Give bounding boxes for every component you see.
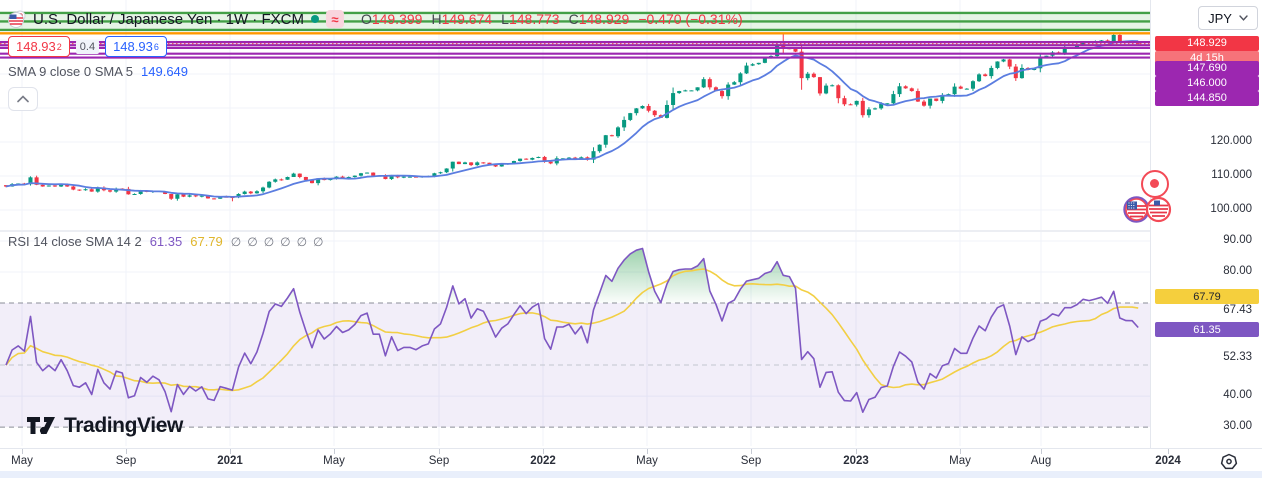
time-tick-label: 2021 [217,455,243,467]
time-tick-mark [22,449,23,454]
spread-value: 0.4 [75,39,100,54]
time-tick-mark [960,449,961,454]
current-price-label: 148.929 [1155,35,1259,51]
us-flag-icon[interactable] [1123,196,1150,228]
change-value: −0.470 (−0.31%) [638,11,743,27]
sma-legend-text: SMA 9 close 0 SMA 5 [8,64,134,79]
time-tick-mark [1041,449,1042,454]
trade-panel: 148.93 2 0.4 148.93 6 [8,36,167,57]
rsi-tick: 52.33 [1223,350,1252,363]
time-tick-mark [439,449,440,454]
rsi-legend[interactable]: RSI 14 close SMA 14 2 61.35 67.79 ∅∅∅∅∅∅ [8,234,330,249]
time-scale[interactable]: May Sep 2021 May Sep 2022 May Sep 2023 May Aug 2024 [0,449,1262,471]
time-tick-label: Sep [428,455,450,467]
chevron-down-icon [1239,15,1248,21]
time-tick-label: 2024 [1155,455,1181,467]
main-chart[interactable] [0,0,1150,448]
time-tick-mark [126,449,127,454]
rsi-legend-text: RSI 14 close SMA 14 2 [8,234,142,249]
time-tick-mark [856,449,857,454]
time-scale-settings-gear-icon[interactable] [1218,452,1240,474]
symbol-legend[interactable]: U.S. Dollar / Japanese Yen · 1W · FXCM ≈… [8,8,743,30]
bottom-strip [0,471,1262,478]
currency-pair-flag-icon [8,10,26,28]
collapse-legend-button[interactable] [8,87,38,111]
pane-separator[interactable] [0,230,1150,232]
alert-price-label: 146.000 [1155,75,1259,91]
time-scale-border [0,448,1262,449]
price-scale-border [1150,0,1151,448]
ohlc-values: O149.399 H149.674 L148.773 C148.929 −0.4… [360,11,743,27]
rsi-tick: 80.00 [1223,265,1252,277]
hidden-plot-icons: ∅∅∅∅∅∅ [230,234,330,249]
tradingview-mark-icon [27,417,55,435]
chevron-up-icon [17,95,29,103]
market-status-dot[interactable] [310,15,319,23]
sma-value: 149.649 [141,64,189,79]
time-tick-label: Sep [740,455,762,467]
time-tick-label: 2022 [530,455,556,467]
price-tick: 100.000 [1210,202,1252,215]
rsi-tick: 40.00 [1223,389,1252,402]
time-tick-mark [334,449,335,454]
rsi-value-label: 61.35 [1155,322,1259,338]
rsi-tick: 90.00 [1223,233,1252,246]
price-tick: 120.000 [1210,135,1252,147]
time-tick-label: May [11,455,33,467]
time-tick-mark [1168,449,1169,454]
sell-button[interactable]: 148.93 2 [8,36,70,57]
tradingview-logo-text: TradingView [64,414,183,437]
price-scale[interactable]: JPY 120.000 110.000 100.000 90.00 80.00 67.43… [1151,0,1262,448]
time-tick-mark [647,449,648,454]
price-tick: 110.000 [1211,168,1252,181]
alert-dot-icon[interactable] [1141,170,1169,198]
buy-button[interactable]: 148.93 6 [105,36,167,57]
rsi-tick: 67.43 [1223,303,1252,316]
time-tick-label: Aug [1030,455,1052,467]
time-tick-mark [543,449,544,454]
rsi-value-label: 67.79 [1155,289,1259,305]
time-tick-mark [751,449,752,454]
time-tick-label: May [636,455,658,467]
time-tick-label: May [949,455,971,467]
sma-legend[interactable]: SMA 9 close 0 SMA 5 149.649 [8,64,188,79]
time-tick-mark [230,449,231,454]
delayed-data-badge[interactable]: ≈ [325,10,344,28]
alert-price-label: 144.850 [1155,90,1259,106]
rsi-value: 61.35 [149,234,183,249]
alert-price-label: 147.690 [1155,60,1259,76]
symbol-title[interactable]: U.S. Dollar / Japanese Yen · 1W · FXCM [33,10,304,28]
time-tick-label: Sep [115,455,137,467]
rsi-sma-value: 67.79 [190,234,223,249]
us-flag-icon-2[interactable] [1145,196,1172,228]
tradingview-logo[interactable]: TradingView [26,414,183,438]
currency-dropdown[interactable]: JPY [1198,6,1258,30]
time-tick-label: 2023 [843,455,869,467]
rsi-tick: 30.00 [1223,420,1252,433]
time-tick-label: May [323,455,345,467]
